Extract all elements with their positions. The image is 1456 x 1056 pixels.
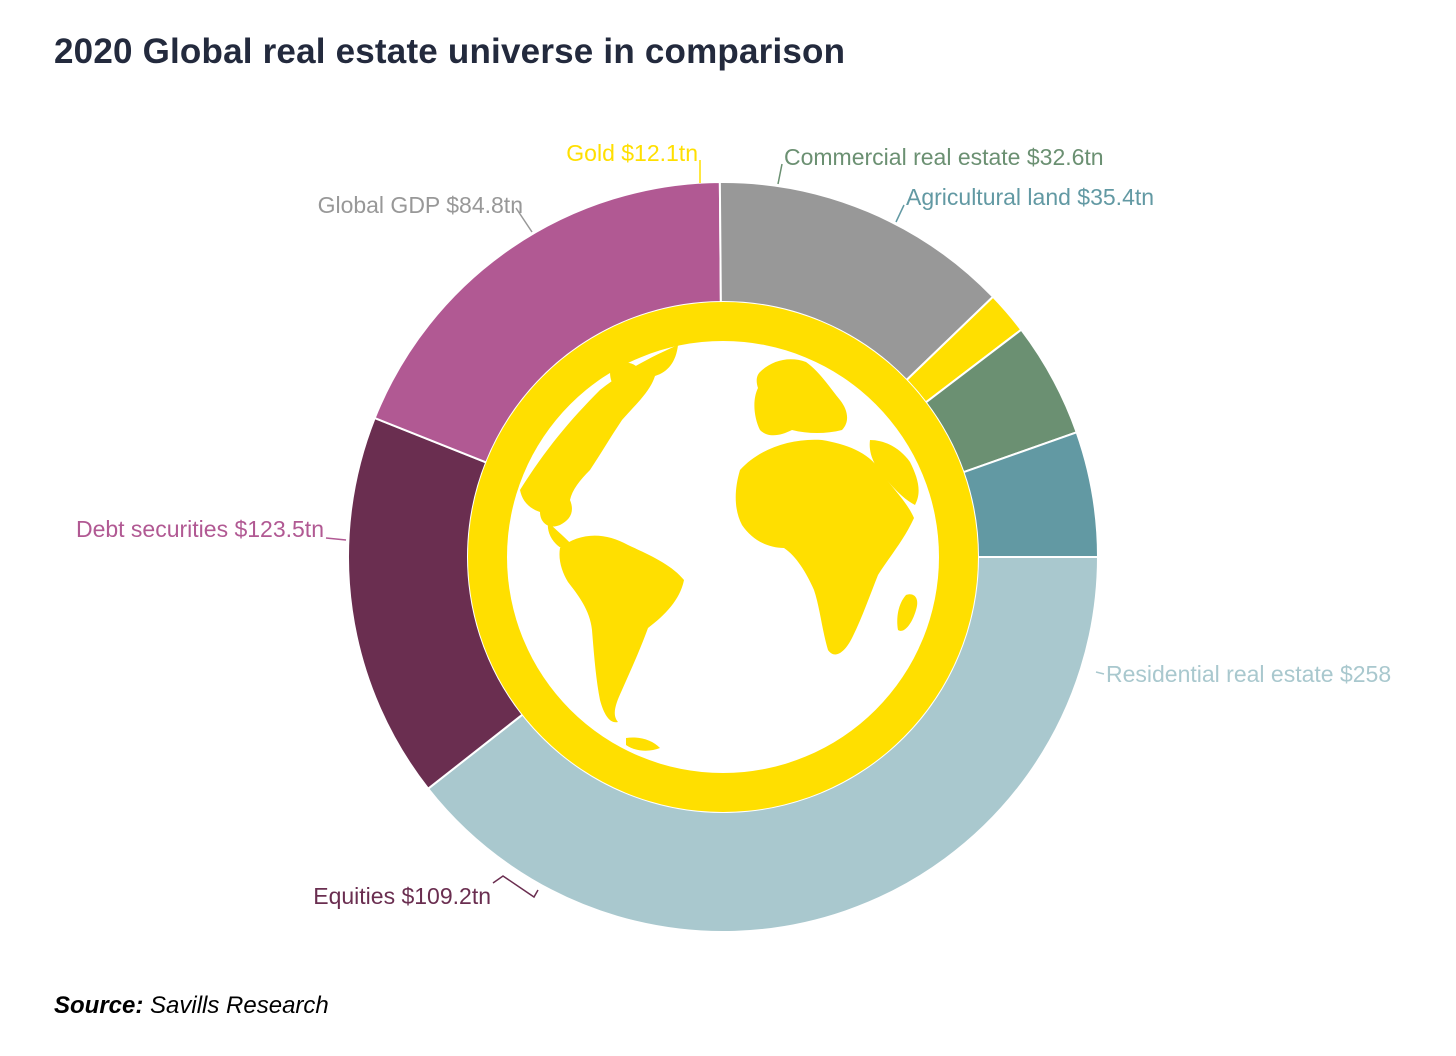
source-note: Source: Savills Research — [54, 992, 329, 1020]
antarctica-tip-shape — [626, 737, 660, 751]
leader-line — [515, 207, 533, 233]
segment-label: Residential real estate $258 — [1106, 661, 1391, 687]
leader-line — [777, 163, 783, 185]
south-america-shape — [559, 535, 684, 723]
madagascar-shape — [897, 594, 918, 631]
africa-shape — [735, 439, 914, 655]
source-text: Savills Research — [150, 992, 329, 1019]
chart-title: 2020 Global real estate universe in comp… — [54, 32, 846, 71]
leader-line — [492, 875, 539, 899]
greenland-shape — [610, 362, 638, 392]
segment-label: Gold $12.1tn — [566, 140, 698, 166]
leader-line — [895, 204, 905, 223]
segment-label: Global GDP $84.8tn — [318, 192, 523, 218]
source-prefix: Source: — [54, 992, 144, 1019]
globe-continents-icon — [520, 345, 919, 751]
north-america-shape — [520, 345, 678, 527]
middle-east-shape — [869, 440, 919, 505]
leader-line — [1095, 671, 1105, 675]
uk-shape — [764, 382, 776, 400]
segment-label: Agricultural land $35.4tn — [906, 184, 1154, 210]
segment-label: Equities $109.2tn — [313, 883, 491, 909]
europe-shape — [754, 359, 848, 436]
globe-center — [468, 302, 978, 812]
leader-line — [325, 537, 347, 541]
segment-label: Commercial real estate $32.6tn — [784, 144, 1104, 170]
segment-label: Debt securities $123.5tn — [76, 516, 324, 542]
segment-labels: Residential real estate $258 Equities $10… — [76, 140, 1391, 909]
